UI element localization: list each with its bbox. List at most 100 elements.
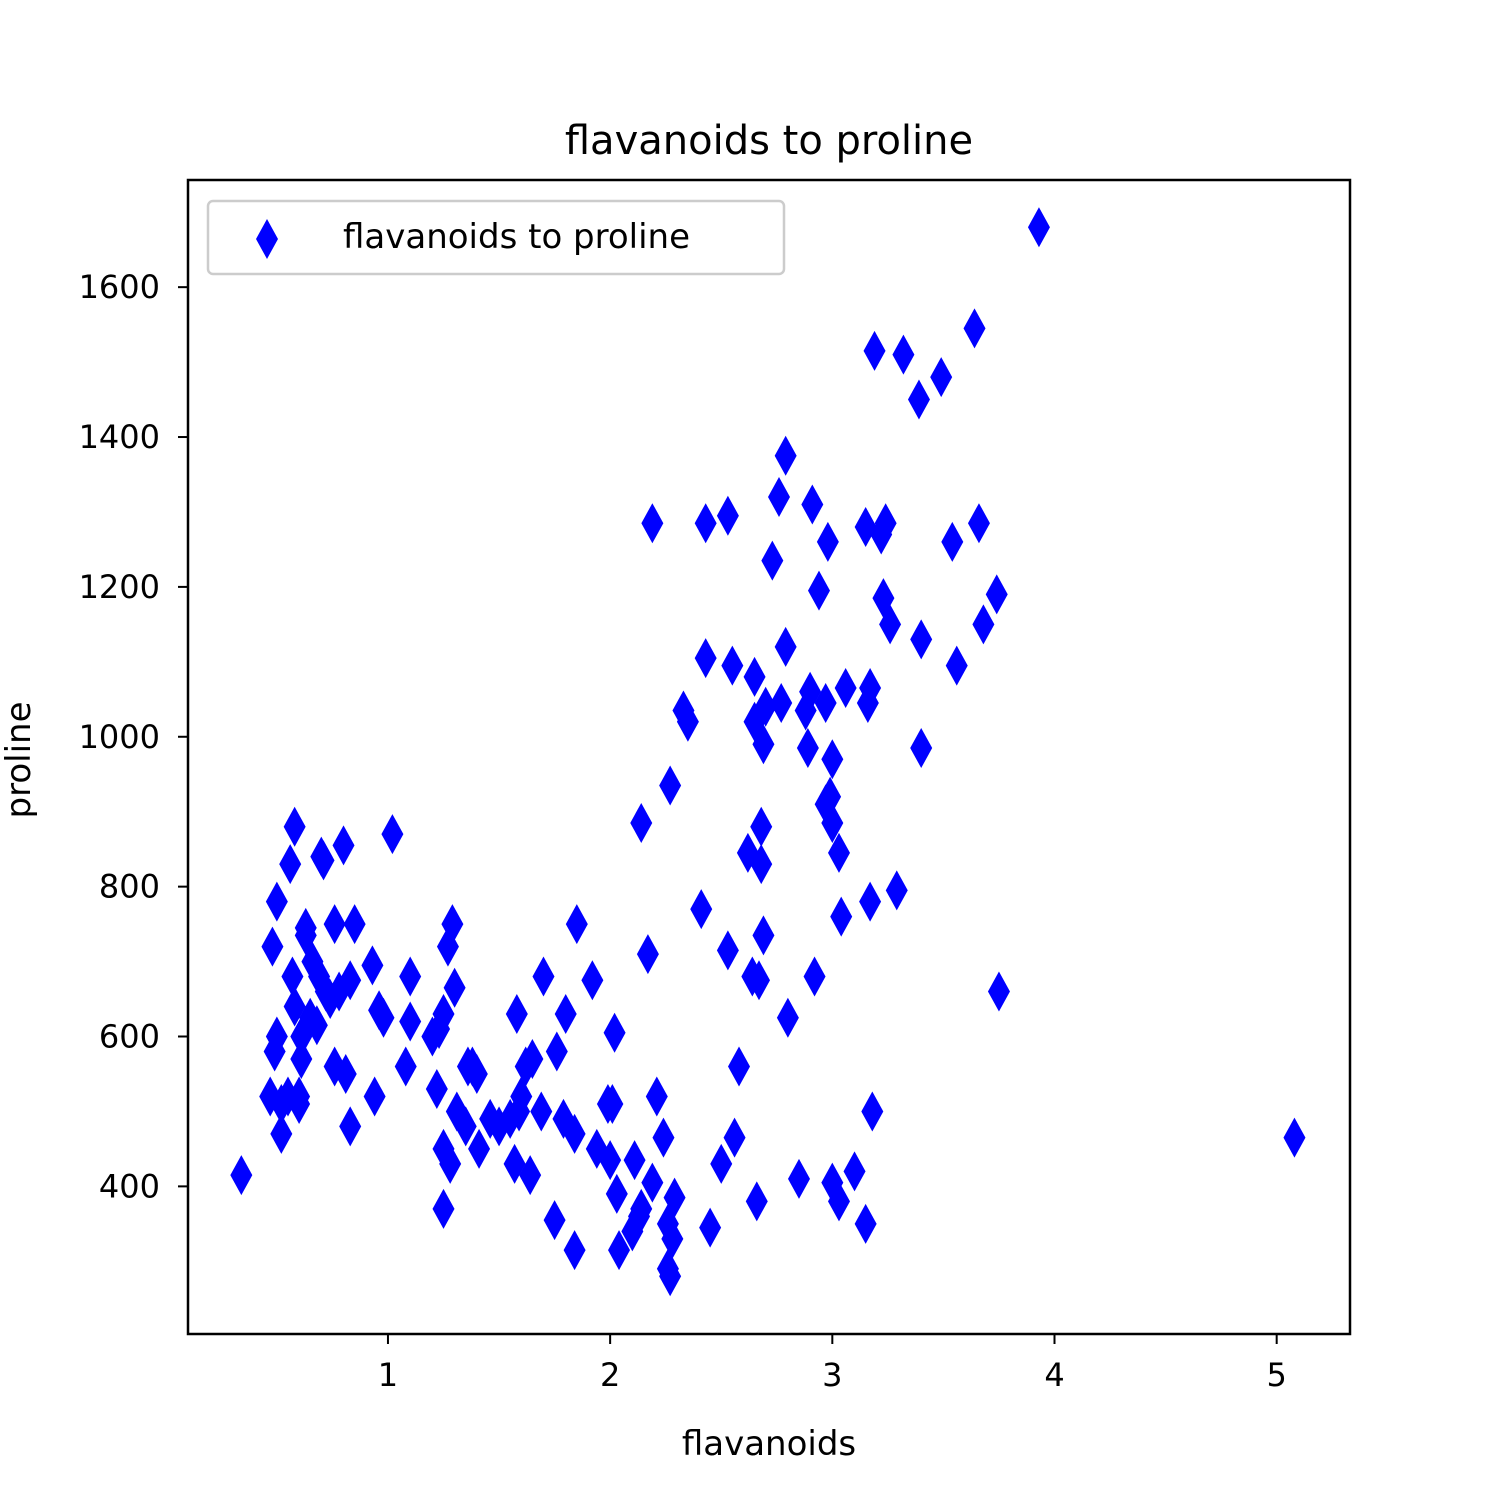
data-point (699, 1207, 722, 1248)
data-point (774, 435, 797, 476)
data-point (819, 776, 842, 817)
y-tick-label: 1400 (79, 418, 160, 456)
data-point (843, 1151, 866, 1192)
data-point (910, 619, 933, 660)
data-point (630, 802, 653, 843)
data-point (265, 881, 288, 922)
data-point (545, 1031, 568, 1072)
data-point (641, 503, 664, 544)
data-point (394, 1046, 417, 1087)
data-point (343, 904, 366, 945)
data-point (721, 645, 744, 686)
data-point (281, 956, 304, 997)
data-point (645, 1076, 668, 1117)
data-point (854, 1203, 877, 1244)
y-tick-label: 600 (99, 1018, 160, 1056)
data-point (630, 1188, 653, 1229)
data-point (399, 1001, 422, 1042)
data-point (821, 802, 844, 843)
data-point (663, 1177, 686, 1218)
data-point (290, 1038, 313, 1079)
data-point (750, 806, 773, 847)
data-point (787, 1158, 810, 1199)
data-point (661, 1218, 684, 1259)
data-point (339, 1106, 362, 1147)
data-point (608, 1230, 631, 1271)
data-point (770, 683, 793, 724)
data-point (270, 1113, 293, 1154)
data-point (874, 503, 897, 544)
data-point (716, 930, 739, 971)
data-point (827, 1181, 850, 1222)
data-point (676, 701, 699, 742)
data-point (963, 308, 986, 349)
data-point (334, 1053, 357, 1094)
data-point (987, 971, 1010, 1012)
data-point (454, 1106, 477, 1147)
data-point (432, 1188, 455, 1229)
plot-area-frame (186, 178, 1352, 1336)
data-point (834, 668, 857, 709)
legend-frame (206, 199, 786, 276)
data-point (283, 806, 306, 847)
data-point (821, 739, 844, 780)
data-point (830, 896, 853, 937)
data-point (750, 844, 773, 885)
data-point (1283, 1117, 1306, 1158)
data-point (690, 889, 713, 930)
data-point (323, 904, 346, 945)
data-point (892, 334, 915, 375)
data-point (519, 1155, 542, 1196)
data-point (752, 724, 775, 765)
data-point (776, 997, 799, 1038)
data-point (859, 881, 882, 922)
data-point (807, 570, 830, 611)
data-point (623, 1140, 646, 1181)
data-point (543, 1200, 566, 1241)
data-point (554, 994, 577, 1035)
data-point (723, 1117, 746, 1158)
data-point (599, 1140, 622, 1181)
data-point (425, 1068, 448, 1109)
data-point (743, 656, 766, 697)
data-points (230, 207, 1306, 1297)
data-point (728, 1046, 751, 1087)
data-point (439, 1143, 462, 1184)
data-point (305, 1005, 328, 1046)
data-point (465, 1053, 488, 1094)
data-point (1027, 207, 1050, 248)
data-point (748, 960, 771, 1001)
y-tick-label: 400 (99, 1167, 160, 1205)
data-point (361, 945, 384, 986)
data-point (288, 1083, 311, 1124)
data-point (530, 1091, 553, 1132)
data-point (814, 683, 837, 724)
data-point (443, 967, 466, 1008)
x-axis-ticks: 1 2 3 4 5 (378, 1334, 1287, 1394)
data-point (801, 484, 824, 525)
data-point (563, 1230, 586, 1271)
data-point (603, 1012, 626, 1053)
data-point (283, 986, 306, 1027)
data-point (985, 574, 1008, 615)
data-point (967, 503, 990, 544)
x-tick-label: 5 (1267, 1356, 1287, 1394)
data-point (652, 1117, 675, 1158)
data-point (505, 994, 528, 1035)
data-point (372, 997, 395, 1038)
legend: flavanoids to proline (206, 199, 786, 276)
data-point (581, 960, 604, 1001)
data-point (532, 956, 555, 997)
data-point (827, 832, 850, 873)
x-tick-label: 2 (600, 1356, 620, 1394)
x-tick-label: 4 (1044, 1356, 1064, 1394)
data-point (910, 728, 933, 769)
y-tick-label: 1600 (79, 268, 160, 306)
data-point (754, 686, 777, 727)
x-tick-label: 3 (822, 1356, 842, 1394)
data-point (761, 540, 784, 581)
data-point (767, 476, 790, 517)
data-point (972, 604, 995, 645)
data-point (694, 638, 717, 679)
